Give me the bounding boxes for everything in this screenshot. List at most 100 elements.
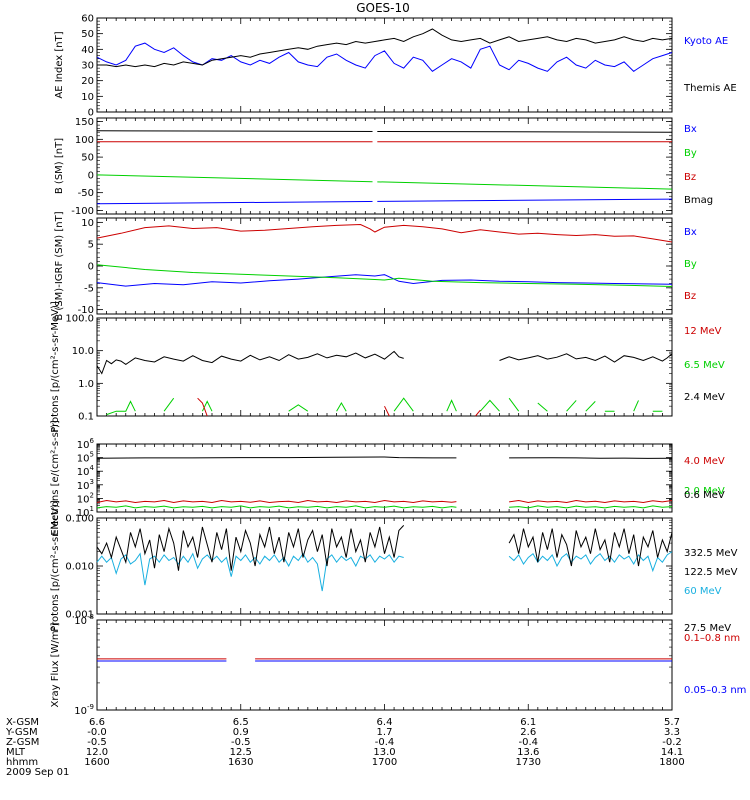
footer-value: 1700	[372, 757, 397, 768]
footer-value: -0.5	[231, 737, 251, 748]
y-tick-label: 106	[77, 437, 95, 451]
legend-entry: Bmag	[684, 195, 713, 206]
y-tick-label: 10	[81, 92, 94, 103]
legend-entry: 12 MeV	[684, 326, 722, 337]
legend-entry: By	[684, 259, 697, 270]
legend-entry: 2.0 MeV	[684, 486, 725, 497]
series-line-by	[96, 174, 673, 190]
y-tick-label: 50	[81, 153, 94, 164]
y-tick-label: 100.0	[65, 314, 94, 325]
footer-value: 14.1	[661, 747, 683, 758]
series-line-bmag	[96, 130, 673, 133]
y-tick-label: 10-9	[74, 703, 94, 717]
series-line-kyoto-ae	[96, 42, 673, 72]
series-line-0-6-mev	[96, 456, 673, 459]
y-tick-label: -50	[78, 188, 94, 199]
footer-value: 13.6	[517, 747, 539, 758]
legend-entry: 60 MeV	[684, 586, 722, 597]
legend-entry: 4.0 MeV	[684, 456, 725, 467]
y-tick-label: 10-8	[74, 613, 94, 627]
y-tick-label: 0	[88, 108, 94, 119]
y-tick-label: 0.1	[78, 412, 94, 423]
footer-value: 6.4	[377, 717, 393, 728]
y-tick-label: -100	[71, 206, 94, 217]
footer-row-label: hhmm	[6, 757, 38, 768]
legend-entry: Bx	[684, 227, 697, 238]
panel-frame	[96, 17, 673, 113]
footer-value: -0.4	[375, 737, 395, 748]
footer-value: -0.2	[662, 737, 682, 748]
y-tick-label: 105	[77, 451, 94, 465]
y-tick-label: 20	[81, 76, 94, 87]
panel-frame	[96, 217, 673, 315]
y-tick-label: 10.0	[72, 346, 94, 357]
y-tick-label: 100	[75, 135, 94, 146]
y-tick-label: 0.001	[65, 610, 94, 621]
series-line-6-5-mev	[106, 397, 663, 416]
y-axis-label: Xray Flux [W/m²]	[50, 622, 61, 707]
legend-entry: Kyoto AE	[684, 36, 728, 47]
y-tick-label: -5	[84, 283, 94, 294]
footer-value: 6.1	[520, 717, 536, 728]
series-line-27-5-mev	[96, 525, 673, 571]
footer-value: 2.6	[520, 727, 536, 738]
legend-entry: 332.5 MeV	[684, 548, 738, 559]
footer-value: 3.3	[664, 727, 680, 738]
legend-entry: Bz	[684, 291, 696, 302]
legend-entry: Themis AE	[683, 83, 737, 94]
footer-value: -0.4	[518, 737, 538, 748]
footer-value: 12.5	[230, 747, 252, 758]
y-tick-label: 0.010	[65, 562, 94, 573]
legend-entry: 122.5 MeV	[684, 567, 738, 578]
y-tick-label: 150	[75, 117, 94, 128]
legend-entry: 0.05–0.3 nm	[684, 685, 746, 696]
y-axis-label: B (SM)-IGRF (SM) [nT]	[54, 211, 65, 320]
legend-entry: 6.5 MeV	[684, 360, 725, 371]
legend-entry: 0.6 MeV	[684, 490, 725, 501]
y-tick-label: 102	[77, 491, 94, 505]
y-tick-label: 103	[77, 478, 94, 492]
legend-entry: 0.1–0.8 nm	[684, 633, 740, 644]
footer-value: 1730	[516, 757, 541, 768]
footer-value: 6.6	[89, 717, 105, 728]
y-tick-label: 0	[88, 262, 94, 273]
footer-row-label: MLT	[6, 747, 26, 758]
y-tick-label: 10	[81, 218, 94, 229]
footer-value: 13.0	[373, 747, 395, 758]
footer-row-label: Z-GSM	[6, 737, 39, 748]
y-axis-label: B (SM) [nT]	[54, 138, 65, 194]
panel-frame	[96, 317, 673, 417]
footer-row-label: 2009 Sep 01	[6, 767, 69, 778]
y-tick-label: 101	[77, 505, 94, 519]
y-tick-label: 104	[77, 464, 95, 478]
y-tick-label: 40	[81, 45, 94, 56]
footer-value: -0.5	[87, 737, 107, 748]
footer-value: 1.7	[377, 727, 393, 738]
footer-value: 12.0	[86, 747, 108, 758]
series-line-2-0-mev	[96, 505, 673, 509]
y-axis-label: Electrons [e/(cm²-s-sr)]	[50, 420, 61, 536]
y-tick-label: 50	[81, 29, 94, 40]
y-axis-label: AE Index [nT]	[54, 31, 65, 98]
legend-entry: Bz	[684, 172, 696, 183]
y-tick-label: 30	[81, 61, 94, 72]
y-tick-label: 0	[88, 170, 94, 181]
panel-frame	[96, 619, 673, 711]
footer-value: 1800	[659, 757, 684, 768]
footer-value: 0.9	[233, 727, 249, 738]
series-line-2-4-mev	[96, 350, 673, 375]
series-line-bx	[96, 274, 673, 287]
y-tick-label: 5	[88, 240, 94, 251]
series-line-bz	[96, 223, 673, 243]
series-line-by	[96, 264, 673, 287]
footer-row-label: X-GSM	[6, 717, 39, 728]
series-line-4-0-mev	[96, 499, 673, 504]
footer-value: 5.7	[664, 717, 680, 728]
chart-title: GOES-10	[356, 1, 410, 15]
series-line-60-mev	[96, 551, 673, 592]
legend-entry: By	[684, 148, 697, 159]
y-tick-label: 0.100	[65, 514, 94, 525]
series-line-12-mev	[197, 397, 481, 417]
y-tick-label: 1.0	[78, 379, 94, 390]
